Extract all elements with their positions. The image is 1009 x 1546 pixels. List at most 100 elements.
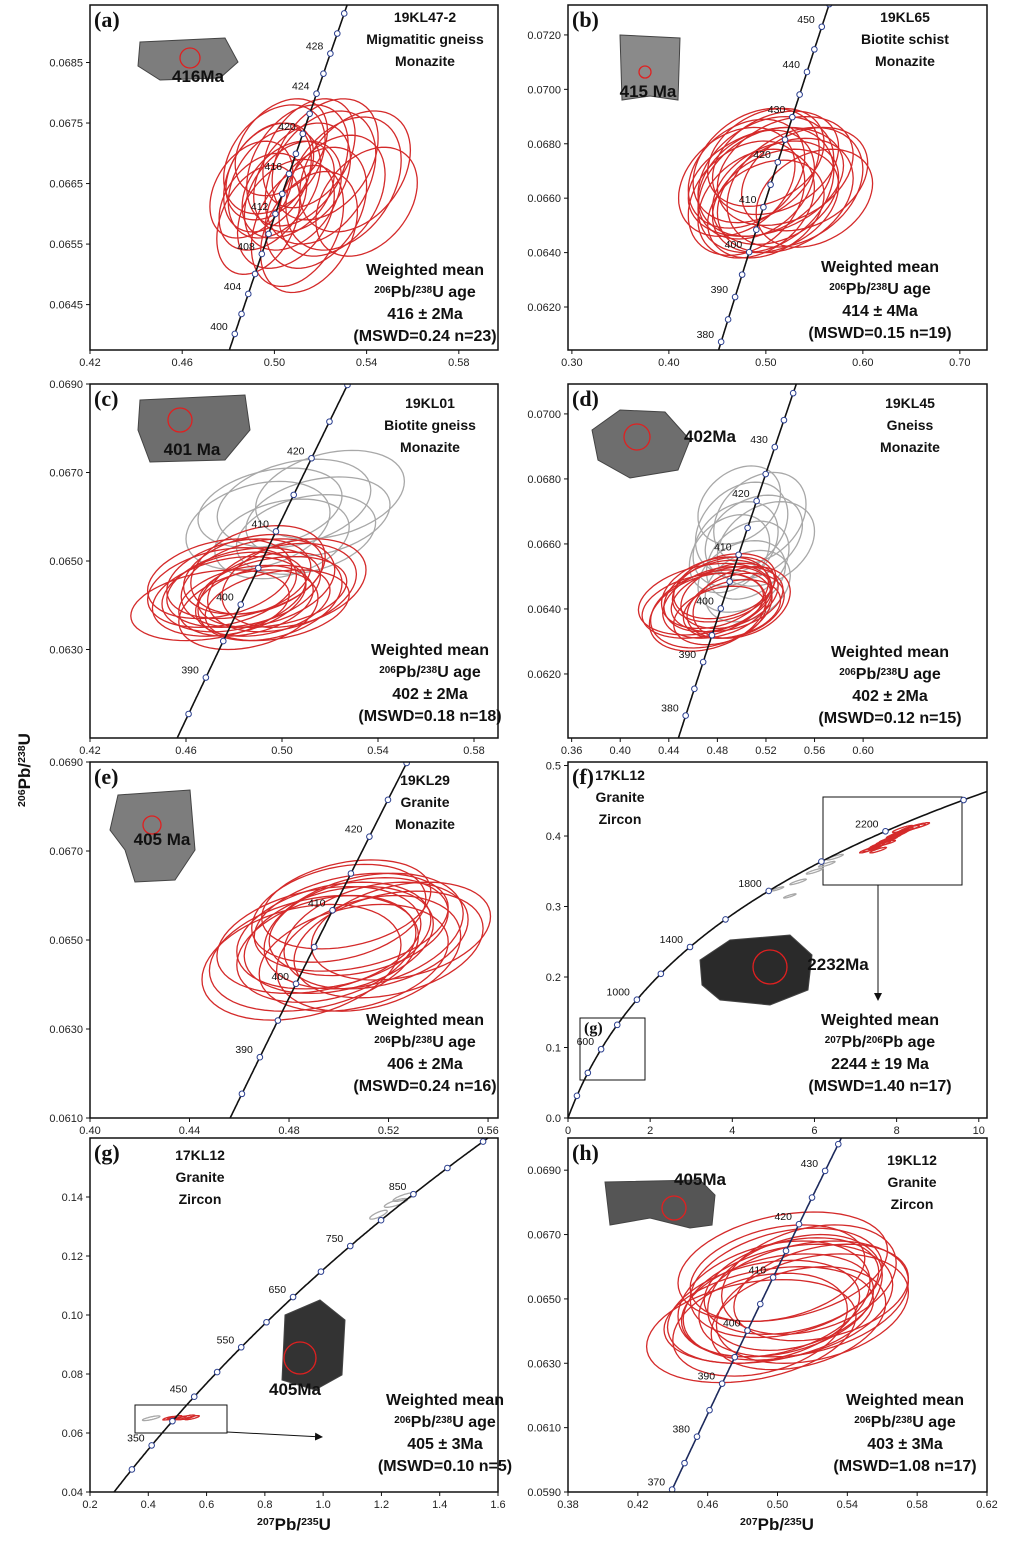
concordia-marker [292, 150, 300, 158]
concordia-marker [808, 1194, 816, 1201]
x-tick-label: 0 [565, 1125, 571, 1137]
concordia-marker [753, 497, 760, 505]
error-ellipse [697, 148, 816, 259]
element: Pb/ [758, 1515, 785, 1534]
concordia-age-label: 600 [577, 1036, 595, 1048]
error-ellipse [904, 821, 931, 831]
y-tick-label: 0.0665 [49, 179, 83, 191]
result-age: 402 ± 2Ma [392, 686, 468, 703]
concordia-marker [263, 1318, 270, 1326]
concordia-age-label: 420 [345, 824, 363, 836]
y-tick-label: 0.0670 [527, 1230, 561, 1242]
x-tick-label: 0.50 [767, 1499, 788, 1511]
concordia-age-label: 390 [181, 665, 199, 677]
sample-info: Biotite schist [861, 31, 949, 47]
result-title: Weighted mean [821, 1012, 939, 1029]
concordia-age-label: 1800 [738, 878, 762, 890]
y-tick-label: 0.0670 [49, 846, 83, 858]
result-age: 2244 ± 19 Ma [831, 1056, 929, 1073]
error-ellipse [713, 471, 807, 565]
concordia-marker [803, 68, 811, 76]
error-ellipse [204, 569, 350, 642]
concordia-age-label: 850 [389, 1181, 407, 1193]
element: U age [887, 281, 931, 298]
grain-image [137, 37, 239, 81]
concordia-marker [789, 113, 796, 121]
panel-label: (f) [572, 764, 594, 789]
mass-number: 238 [881, 667, 898, 678]
concordia-marker [317, 1268, 325, 1275]
grain-image [591, 409, 691, 479]
error-ellipse [697, 115, 835, 237]
error-ellipse [223, 122, 312, 233]
x-tick-label: 0.58 [906, 1499, 927, 1511]
mass-number: 235 [784, 1516, 802, 1528]
error-ellipse [275, 894, 462, 1012]
error-ellipse [263, 872, 464, 990]
concordia-marker [238, 1090, 246, 1098]
concordia-age-label: 420 [732, 488, 750, 500]
result-stats: (MSWD=0.15 n=19) [808, 325, 951, 342]
x-tick-label: 0.48 [707, 745, 728, 757]
concordia-marker [657, 970, 665, 978]
concordia-age-label: 400 [696, 595, 714, 607]
sample-info: Gneiss [887, 417, 934, 433]
sample-info: 17KL12 [175, 1147, 225, 1163]
result-title: Weighted mean [366, 262, 484, 279]
mass-number: 206 [829, 282, 846, 293]
concordia-marker [128, 1466, 136, 1473]
concordia-marker [789, 389, 797, 397]
concordia-age-label: 410 [308, 897, 326, 909]
concordia-marker [818, 858, 825, 865]
sample-info: 19KL29 [400, 772, 450, 788]
concordia-marker [310, 943, 318, 951]
concordia-marker [735, 551, 742, 559]
concordia-marker [771, 443, 779, 451]
grain-age: 402Ma [684, 427, 737, 446]
sample-info: Monazite [880, 439, 940, 455]
concordia-marker [346, 1242, 354, 1250]
plot-area: 390 400 410 420 [130, 384, 406, 738]
concordia-marker [774, 158, 782, 166]
element: Pb age [883, 1034, 936, 1051]
error-ellipse [711, 148, 840, 254]
error-ellipse [704, 494, 804, 581]
concordia-marker [744, 524, 751, 532]
concordia-age-label: 390 [235, 1044, 253, 1056]
mass-number: 206 [374, 1035, 391, 1046]
concordia-marker [811, 46, 818, 53]
error-ellipse [720, 1224, 897, 1335]
result-age: 414 ± 4Ma [842, 303, 918, 320]
concordia-age-label: 400 [210, 321, 228, 333]
y-tick-label: 0.0620 [527, 669, 561, 681]
y-tick-label: 0.0690 [49, 379, 83, 391]
concordia-marker [767, 181, 774, 189]
x-tick-label: 0.38 [557, 1499, 578, 1511]
x-tick-label: 0.2 [82, 1499, 97, 1511]
x-tick-label: 8 [894, 1125, 900, 1137]
error-ellipse [261, 859, 432, 950]
concordia-marker [202, 674, 210, 681]
error-ellipse [641, 572, 765, 639]
zoom-arrow [226, 1431, 323, 1441]
spot [623, 423, 651, 451]
concordia-marker [290, 491, 298, 499]
x-tick-label: 0.46 [171, 357, 192, 369]
sample-info: Monazite [875, 53, 935, 69]
plot-area: 400 404 408 412 416 420 424 428 [209, 5, 418, 350]
result-stats: (MSWD=0.24 n=23) [353, 328, 496, 345]
error-ellipse [663, 1266, 875, 1364]
result-title: Weighted mean [831, 644, 949, 661]
concordia-marker [818, 23, 826, 31]
y-tick-label: 0.0645 [49, 300, 83, 312]
x-tick-label: 0.58 [448, 357, 469, 369]
result-title: Weighted mean [366, 1012, 484, 1029]
plot-area: 600 1000 1400 1800 2200 [568, 790, 987, 1118]
spot [638, 65, 652, 79]
concordia-marker [329, 907, 336, 914]
sample-info: Migmatitic gneiss [366, 31, 484, 47]
concordia-marker [237, 601, 245, 608]
inset-label: (g) [584, 1020, 603, 1037]
mass-number: 206 [866, 1035, 883, 1046]
y-tick-label: 0.0630 [49, 1024, 83, 1036]
